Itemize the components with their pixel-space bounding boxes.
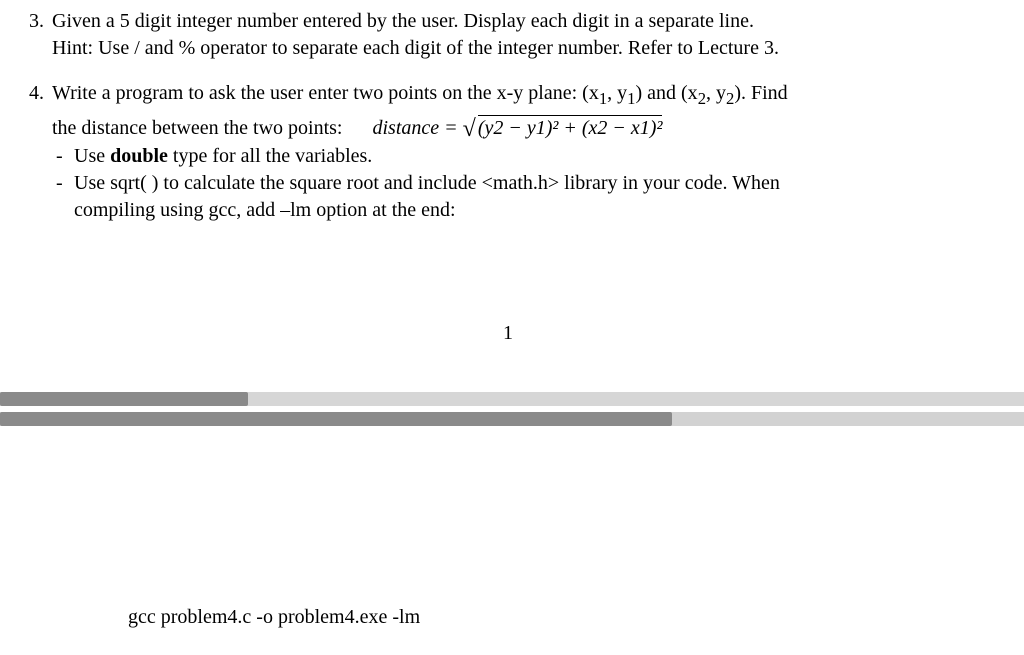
scrollbar-track-lower[interactable] (0, 412, 1024, 426)
text-fragment: type for all the variables. (168, 145, 372, 167)
problem-body: Given a 5 digit integer number entered b… (52, 8, 1006, 62)
bold-keyword: double (110, 145, 168, 167)
bullet-double-type: Use double type for all the variables. (74, 143, 1006, 170)
sqrt-expression: (y2 − y1)² + (x2 − x1)² (476, 115, 663, 142)
text-fragment: Use (74, 145, 110, 167)
subscript: 2 (698, 89, 706, 108)
problem-number: 4. (10, 80, 52, 107)
text-fragment: the distance between the two points: (52, 117, 342, 139)
scrollbar-thumb-lower[interactable] (0, 412, 672, 426)
document-page: 3. Given a 5 digit integer number entere… (0, 0, 1024, 347)
page-number: 1 (10, 320, 1006, 347)
text-fragment: ) and (x (635, 82, 697, 104)
text-fragment: , y (607, 82, 627, 104)
distance-formula: distance = √ (y2 − y1)² + (x2 − x1)² (372, 117, 662, 139)
subscript: 1 (599, 89, 607, 108)
formula-lhs: distance = (372, 117, 462, 139)
text-fragment: Write a program to ask the user enter tw… (52, 82, 599, 104)
text-fragment: ). Find (734, 82, 787, 104)
problem-4: 4. Write a program to ask the user enter… (10, 80, 1006, 224)
horizontal-scroll-zone (0, 392, 1024, 428)
radical-sign: √ (463, 116, 476, 142)
text-fragment: , y (706, 82, 726, 104)
instruction-list: Use double type for all the variables. U… (52, 143, 1006, 224)
problem-number: 3. (10, 8, 52, 35)
problem-3-line1: Given a 5 digit integer number entered b… (52, 8, 1006, 35)
problem-3: 3. Given a 5 digit integer number entere… (10, 8, 1006, 62)
scrollbar-thumb-upper[interactable] (0, 392, 248, 406)
problem-4-line2: the distance between the two points: dis… (52, 111, 1006, 143)
text-fragment: Use sqrt( ) to calculate the square root… (74, 170, 1006, 197)
text-fragment: compiling using gcc, add –lm option at t… (74, 197, 1006, 224)
bullet-sqrt: Use sqrt( ) to calculate the square root… (74, 170, 1006, 224)
problem-body: Write a program to ask the user enter tw… (52, 80, 1006, 224)
problem-4-line1: Write a program to ask the user enter tw… (52, 80, 1006, 111)
gcc-command: gcc problem4.c -o problem4.exe -lm (128, 604, 420, 631)
scrollbar-track-upper[interactable] (0, 392, 1024, 406)
problem-3-line2: Hint: Use / and % operator to separate e… (52, 35, 1006, 62)
